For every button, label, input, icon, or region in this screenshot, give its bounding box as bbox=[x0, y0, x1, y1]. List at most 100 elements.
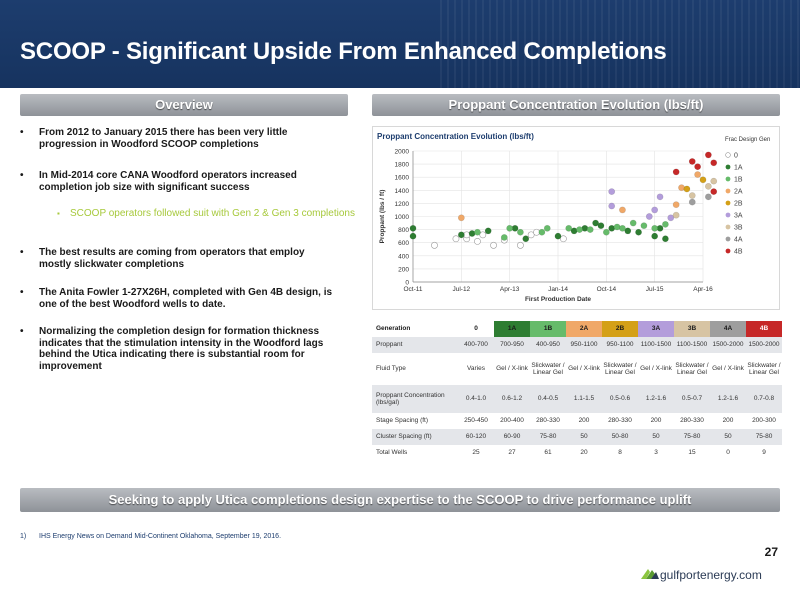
legend-label: 1A bbox=[734, 165, 743, 172]
title-banner-texture bbox=[440, 0, 800, 88]
table-header-gen: 2A bbox=[566, 321, 602, 337]
data-point-1B bbox=[602, 228, 610, 236]
data-point-1B bbox=[543, 224, 551, 232]
table-header-gen: 2B bbox=[602, 321, 638, 337]
legend-label: 4B bbox=[734, 249, 743, 256]
table-cell: 950-1100 bbox=[602, 337, 638, 353]
legend-label: 1B bbox=[734, 177, 743, 184]
table-cell: 75-80 bbox=[530, 429, 566, 445]
data-point-4B bbox=[688, 158, 696, 165]
table-row: Fluid Type Varies Gel / X-link Slickwater /… bbox=[372, 353, 782, 385]
y-tick-label: 1200 bbox=[395, 201, 410, 208]
bullet-glyph: • bbox=[20, 287, 24, 298]
gulfport-logo[interactable]: gulfportenergy.com bbox=[640, 566, 785, 584]
table-cell: 0 bbox=[710, 445, 746, 461]
data-point-1B bbox=[640, 222, 648, 230]
chart-title: Proppant Concentration Evolution (lbs/ft… bbox=[377, 132, 534, 141]
overview-heading: Overview bbox=[20, 94, 348, 116]
data-point-1B bbox=[662, 220, 669, 228]
table-cell: 200-300 bbox=[746, 413, 782, 429]
y-tick-label: 2000 bbox=[395, 149, 410, 156]
bullet-glyph: • bbox=[20, 170, 24, 181]
data-point-2A bbox=[457, 214, 465, 222]
table-cell: 3 bbox=[638, 445, 674, 461]
table-cell: 0.5-0.7 bbox=[674, 385, 710, 413]
bullet-text: From 2012 to January 2015 there has been… bbox=[39, 127, 288, 150]
data-point-1A bbox=[409, 224, 417, 232]
table-row: Proppant 400-700 700-950 400-950 950-1100 950… bbox=[372, 337, 782, 353]
bullet-text: Normalizing the completion design for fo… bbox=[39, 326, 324, 372]
data-point-1A bbox=[624, 227, 632, 235]
table-cell: 280-330 bbox=[530, 413, 566, 429]
footnote-text: IHS Energy News on Demand Mid-Continent … bbox=[39, 533, 282, 540]
table-cell: 200-400 bbox=[494, 413, 530, 429]
data-point-3A bbox=[608, 188, 616, 196]
x-tick-label: Apr-16 bbox=[693, 286, 713, 293]
y-tick-label: 1400 bbox=[395, 188, 410, 195]
table-cell: 1500-2000 bbox=[710, 337, 746, 353]
table-row-label: Total Wells bbox=[372, 445, 458, 461]
table-cell: 200 bbox=[710, 413, 746, 429]
table-cell: 50-80 bbox=[602, 429, 638, 445]
legend-label: 4A bbox=[734, 237, 743, 244]
data-point-0 bbox=[452, 235, 460, 243]
table-row: Proppant Concentration (lbs/gal) 0.4-1.0 0… bbox=[372, 385, 782, 413]
data-point-3A bbox=[656, 193, 664, 201]
data-point-3A bbox=[667, 214, 675, 222]
proppant-heading: Proppant Concentration Evolution (lbs/ft… bbox=[372, 94, 780, 116]
table-cell: 20 bbox=[566, 445, 602, 461]
table-cell: 1100-1500 bbox=[638, 337, 674, 353]
title-banner: SCOOP - Significant Upside From Enhanced… bbox=[0, 0, 800, 88]
data-point-2B bbox=[683, 185, 691, 193]
gulfport-wave-icon bbox=[641, 569, 659, 579]
table-cell: Gel / X-link bbox=[638, 353, 674, 385]
legend-label: 2A bbox=[734, 189, 743, 196]
table-header-gen: 1B bbox=[530, 321, 566, 337]
y-axis-label: Proppant (lbs / ft) bbox=[379, 190, 386, 244]
bullet-glyph: • bbox=[20, 247, 24, 258]
table-header-gen: 3A bbox=[638, 321, 674, 337]
table-cell: 50 bbox=[566, 429, 602, 445]
data-point-4B bbox=[694, 163, 702, 171]
footnote-number: 1) bbox=[20, 533, 27, 540]
table-cell: 950-1100 bbox=[566, 337, 602, 353]
legend-title: Frac Design Gen bbox=[725, 137, 770, 143]
table-header-gen: 0 bbox=[458, 321, 494, 337]
data-point-1B bbox=[538, 228, 546, 236]
generation-table: Generation 0 1A 1B 2A 2B 3A 3B 4A 4B Proppant 400-7… bbox=[372, 321, 782, 461]
table-cell: Slickwater / Linear Gel bbox=[602, 353, 638, 385]
legend-label: 3B bbox=[734, 225, 743, 232]
data-point-1A bbox=[597, 222, 605, 230]
data-point-4A bbox=[704, 193, 712, 201]
data-point-2A bbox=[672, 201, 680, 209]
data-point-1B bbox=[565, 224, 573, 232]
table-row: Stage Spacing (ft) 250-450 200-400 280-330 2… bbox=[372, 413, 782, 429]
table-cell: Slickwater / Linear Gel bbox=[746, 353, 782, 385]
table-cell: 280-330 bbox=[602, 413, 638, 429]
data-point-1B bbox=[629, 219, 637, 227]
table-row: Cluster Spacing (ft) 60-120 60-90 75-80 50 50… bbox=[372, 429, 782, 445]
data-point-4B bbox=[704, 151, 712, 159]
bullet-glyph: • bbox=[20, 127, 24, 138]
data-point-1A bbox=[484, 227, 492, 235]
table-row-label: Proppant bbox=[372, 337, 458, 353]
table-cell: 61 bbox=[530, 445, 566, 461]
data-point-1B bbox=[517, 228, 524, 236]
data-point-3B bbox=[688, 192, 696, 199]
table-cell: 280-330 bbox=[674, 413, 710, 429]
generation-table-body: Generation 0 1A 1B 2A 2B 3A 3B 4A 4B Proppant 400-7… bbox=[372, 321, 782, 461]
data-point-4B bbox=[672, 168, 680, 176]
data-point-1B bbox=[586, 226, 594, 233]
table-cell: 50 bbox=[710, 429, 746, 445]
data-point-3A bbox=[645, 213, 653, 220]
bullet-text: In Mid-2014 core CANA Woodford operators… bbox=[39, 170, 297, 193]
data-point-0 bbox=[490, 241, 497, 249]
data-point-1A bbox=[662, 235, 669, 243]
x-tick-label: Jan-14 bbox=[548, 286, 568, 293]
x-tick-label: Apr-13 bbox=[500, 286, 520, 293]
table-cell: 200 bbox=[638, 413, 674, 429]
data-point-0 bbox=[431, 241, 438, 249]
table-row-label: Stage Spacing (ft) bbox=[372, 413, 458, 429]
data-point-2A bbox=[694, 171, 702, 178]
data-point-1A bbox=[635, 228, 642, 236]
